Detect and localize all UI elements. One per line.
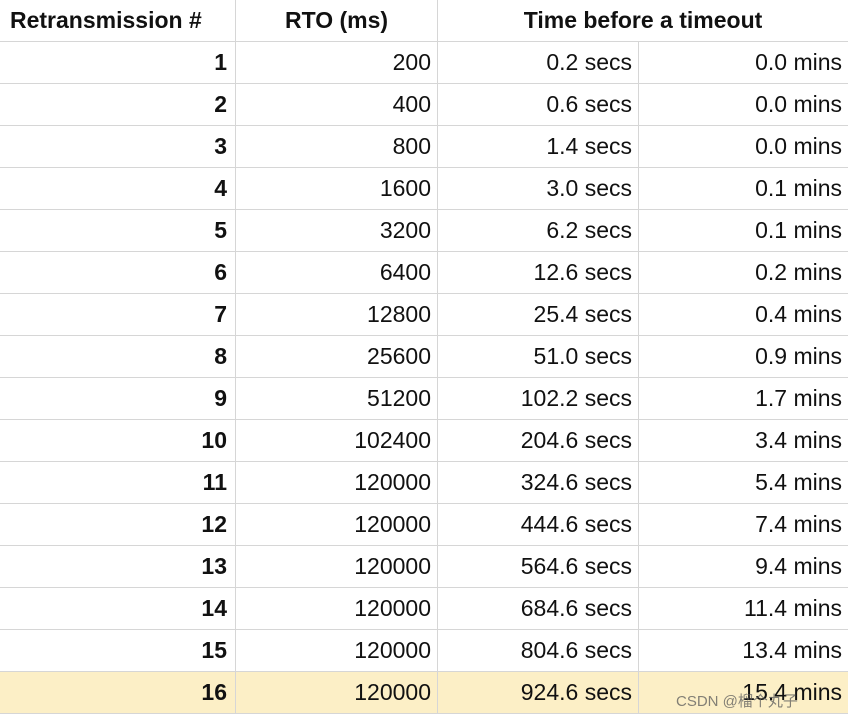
table-cell: 102.2 secs: [437, 377, 639, 420]
table-cell: 3.4 mins: [637, 419, 848, 462]
table-cell: 1.4 secs: [437, 125, 639, 168]
table-cell: 4: [0, 167, 236, 210]
table-cell: 120000: [235, 545, 438, 588]
table-cell: 400: [235, 83, 438, 126]
table-cell: 15: [0, 629, 236, 672]
table-cell: 1600: [235, 167, 438, 210]
table-cell: 684.6 secs: [437, 587, 639, 630]
table-cell: 10: [0, 419, 236, 462]
table-cell: 0.1 mins: [637, 167, 848, 210]
table-row: 10 102400 204.6 secs 3.4 mins: [0, 419, 848, 462]
table-cell: 0.0 mins: [637, 41, 848, 84]
header-cell: Time before a timeout: [436, 0, 848, 42]
table-cell: 0.4 mins: [637, 293, 848, 336]
table-cell: 11.4 mins: [637, 587, 848, 630]
table-cell: 120000: [235, 503, 438, 546]
table-cell: 3: [0, 125, 236, 168]
table-cell: 14: [0, 587, 236, 630]
table-cell: 0.2 mins: [637, 251, 848, 294]
table-cell: 120000: [235, 461, 438, 504]
table-cell: 16: [0, 671, 236, 714]
table-cell: 200: [235, 41, 438, 84]
table-cell: 120000: [235, 671, 438, 714]
table-cell: 13: [0, 545, 236, 588]
table-body: 1 200 0.2 secs 0.0 mins 2 400 0.6 secs 0.0 mins…: [0, 41, 848, 714]
table-cell: 9: [0, 377, 236, 420]
table-cell: 6: [0, 251, 236, 294]
table-cell: 12800: [235, 293, 438, 336]
table-cell: 6.2 secs: [437, 209, 639, 252]
table-row: 2 400 0.6 secs 0.0 mins: [0, 83, 848, 126]
table-cell: 11: [0, 461, 236, 504]
table-cell: 12.6 secs: [437, 251, 639, 294]
table-row: 5 3200 6.2 secs 0.1 mins: [0, 209, 848, 252]
table-cell: 804.6 secs: [437, 629, 639, 672]
table-cell: 13.4 mins: [637, 629, 848, 672]
header-cell: Retransmission #: [0, 0, 236, 42]
table-cell: 51.0 secs: [437, 335, 639, 378]
table-cell: 120000: [235, 629, 438, 672]
table-cell: 102400: [235, 419, 438, 462]
table-cell: 9.4 mins: [637, 545, 848, 588]
table-row: 15 120000 804.6 secs 13.4 mins: [0, 629, 848, 672]
table-row: 13 120000 564.6 secs 9.4 mins: [0, 545, 848, 588]
table-cell: 3200: [235, 209, 438, 252]
table-cell: 25600: [235, 335, 438, 378]
table-cell: 324.6 secs: [437, 461, 639, 504]
table-cell: 2: [0, 83, 236, 126]
table-cell: 0.9 mins: [637, 335, 848, 378]
header-cell: RTO (ms): [235, 0, 438, 42]
header-row: Retransmission # RTO (ms) Time before a …: [0, 0, 848, 42]
table-cell: 924.6 secs: [437, 671, 639, 714]
table-cell: 204.6 secs: [437, 419, 639, 462]
table-cell: 0.0 mins: [637, 83, 848, 126]
table-cell: 15.4 mins: [637, 671, 848, 714]
watermark: CSDN @榴个丸子: [676, 693, 798, 710]
table-cell: 1: [0, 41, 236, 84]
table-row: 1 200 0.2 secs 0.0 mins: [0, 41, 848, 84]
table-cell: 8: [0, 335, 236, 378]
table-row: 4 1600 3.0 secs 0.1 mins: [0, 167, 848, 210]
table-row: 6 6400 12.6 secs 0.2 mins: [0, 251, 848, 294]
table-cell: 800: [235, 125, 438, 168]
table-row: 3 800 1.4 secs 0.0 mins: [0, 125, 848, 168]
table-cell: 1.7 mins: [637, 377, 848, 420]
table-cell: 6400: [235, 251, 438, 294]
table-cell: 3.0 secs: [437, 167, 639, 210]
table-cell: 0.2 secs: [437, 41, 639, 84]
table-cell: 7.4 mins: [637, 503, 848, 546]
table-row: 12 120000 444.6 secs 7.4 mins: [0, 503, 848, 546]
table-cell: 25.4 secs: [437, 293, 639, 336]
table-cell: 0.0 mins: [637, 125, 848, 168]
table-cell: 7: [0, 293, 236, 336]
table-row: 7 12800 25.4 secs 0.4 mins: [0, 293, 848, 336]
table-row: 9 51200 102.2 secs 1.7 mins: [0, 377, 848, 420]
table-cell: 5.4 mins: [637, 461, 848, 504]
table-cell: 51200: [235, 377, 438, 420]
table-cell: 0.6 secs: [437, 83, 639, 126]
table-cell: 444.6 secs: [437, 503, 639, 546]
table-cell: 5: [0, 209, 236, 252]
table-row: 8 25600 51.0 secs 0.9 mins: [0, 335, 848, 378]
table-cell: 120000: [235, 587, 438, 630]
table-row: 16 120000 924.6 secs 15.4 mins: [0, 671, 848, 714]
table-cell: 12: [0, 503, 236, 546]
table-cell: 564.6 secs: [437, 545, 639, 588]
table-cell: 0.1 mins: [637, 209, 848, 252]
table-row: 11 120000 324.6 secs 5.4 mins: [0, 461, 848, 504]
table-row: 14 120000 684.6 secs 11.4 mins: [0, 587, 848, 630]
